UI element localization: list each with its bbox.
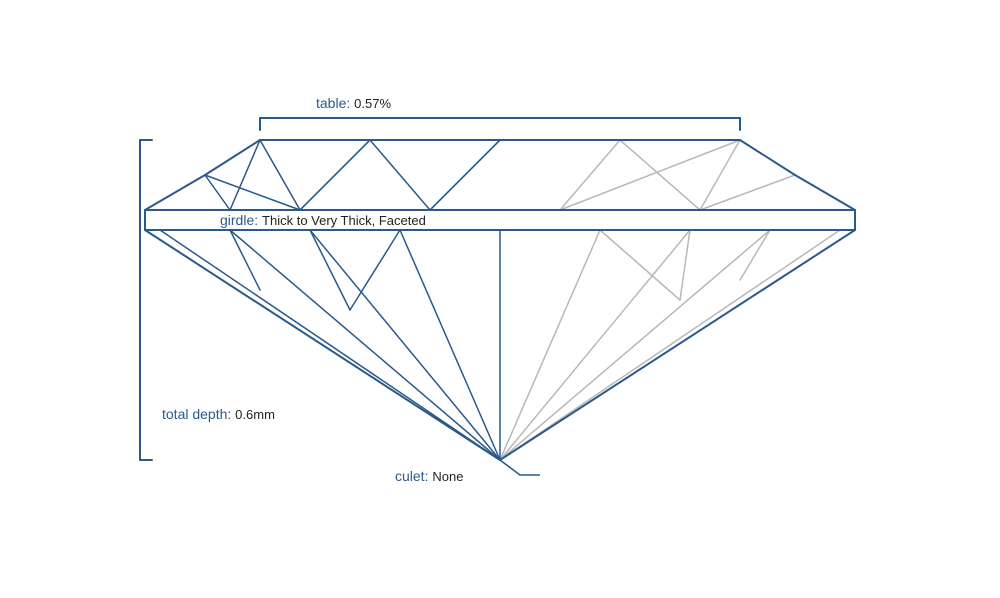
diamond-diagram [0, 0, 1000, 598]
culet-value: None [432, 469, 463, 484]
depth-label: total depth: 0.6mm [162, 406, 275, 422]
table-key: table: [316, 95, 350, 111]
depth-key: total depth: [162, 406, 231, 422]
culet-label: culet: None [395, 468, 463, 484]
table-label: table: 0.57% [316, 95, 391, 111]
table-value: 0.57% [354, 96, 391, 111]
girdle-key: girdle: [220, 212, 258, 228]
culet-key: culet: [395, 468, 428, 484]
girdle-label: girdle: Thick to Very Thick, Faceted [220, 212, 426, 228]
depth-value: 0.6mm [235, 407, 275, 422]
girdle-value: Thick to Very Thick, Faceted [262, 213, 426, 228]
